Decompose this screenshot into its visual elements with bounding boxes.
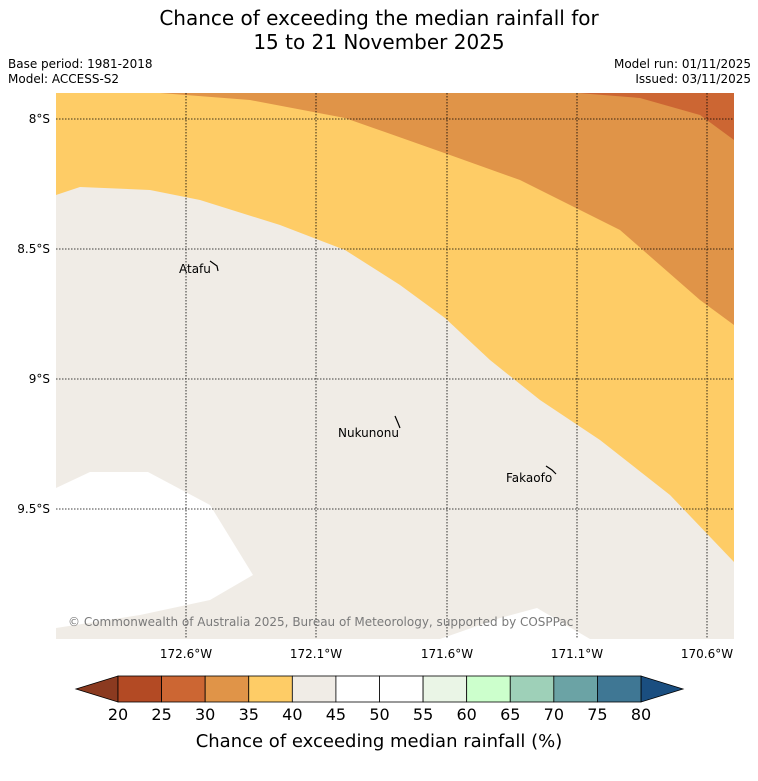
colorbar-cell: [379, 675, 424, 703]
lat-label-8: 8°S: [29, 112, 50, 126]
colorbar-tick-label: 30: [195, 705, 215, 724]
colorbar-under-arrow: [74, 675, 119, 703]
colorbar-over-arrow: [640, 675, 685, 703]
meta-right: Model run: 01/11/2025 Issued: 03/11/2025: [614, 57, 751, 87]
gridlines: [56, 93, 734, 639]
colorbar-cell: [117, 675, 162, 703]
map-panel: Atafu Nukunonu Fakaofo © Commonwealth of…: [56, 93, 734, 639]
title-line-2: 15 to 21 November 2025: [253, 30, 505, 54]
colorbar-tick-label: 65: [500, 705, 520, 724]
colorbar-tick-label: 60: [456, 705, 476, 724]
colorbar-cell: [248, 675, 293, 703]
colorbar-tick-label: 80: [631, 705, 651, 724]
lon-label-171-6: 171.6°W: [421, 647, 473, 661]
model-run: Model run: 01/11/2025: [613, 57, 751, 71]
colorbar-cell: [161, 675, 206, 703]
lon-label-170-6: 170.6°W: [681, 647, 733, 661]
lat-label-8-5: 8.5°S: [17, 242, 50, 256]
colorbar: 20 25 30 35 40 45 50 55 60 65 70 75 80: [74, 675, 685, 724]
chart-title: Chance of exceeding the median rainfall …: [0, 6, 758, 54]
colorbar-tick-label: 20: [108, 705, 128, 724]
place-nukunonu: Nukunonu: [338, 426, 399, 440]
band-25-30: [578, 93, 734, 140]
place-atafu: Atafu: [179, 262, 211, 276]
colorbar-cell: [466, 675, 511, 703]
colorbar-cell: [335, 675, 380, 703]
lon-label-171-1: 171.1°W: [551, 647, 603, 661]
colorbar-title: Chance of exceeding median rainfall (%): [196, 731, 563, 752]
title-line-1: Chance of exceeding the median rainfall …: [159, 6, 599, 30]
lat-label-9-5: 9.5°S: [17, 502, 50, 516]
colorbar-tick-label: 45: [326, 705, 346, 724]
atafu-atoll: [209, 260, 219, 272]
colorbar-cell: [291, 675, 337, 703]
nukunonu-atoll: [394, 415, 401, 429]
colorbar-cell: [553, 675, 598, 703]
colorbar-tick-label: 50: [369, 705, 389, 724]
band-45-50-south: [440, 608, 590, 639]
band-30-35: [160, 93, 734, 325]
colorbar-tick-label: 35: [239, 705, 259, 724]
base-period: Base period: 1981-2018: [8, 57, 153, 71]
fakaofo-atoll: [545, 465, 557, 475]
colorbar-tick-label: 75: [587, 705, 607, 724]
colorbar-cell: [422, 675, 468, 703]
meta-left: Base period: 1981-2018 Model: ACCESS-S2: [8, 57, 153, 87]
model-name: Model: ACCESS-S2: [8, 72, 120, 86]
colorbar-tick-label: 40: [282, 705, 302, 724]
colorbar-tick-label: 55: [413, 705, 433, 724]
band-40-45: [56, 187, 734, 639]
lon-label-172-1: 172.1°W: [290, 647, 342, 661]
issued-date: Issued: 03/11/2025: [635, 72, 751, 86]
colorbar-tick-label: 25: [151, 705, 171, 724]
colorbar-cell: [597, 675, 642, 703]
colorbar-cell: [509, 675, 555, 703]
colorbar-cell: [204, 675, 250, 703]
place-fakaofo: Fakaofo: [506, 471, 552, 485]
colorbar-tick-label: 70: [544, 705, 564, 724]
lon-label-172-6: 172.6°W: [160, 647, 212, 661]
copyright-notice: © Commonwealth of Australia 2025, Bureau…: [68, 615, 573, 629]
band-45-50: [56, 472, 253, 628]
lat-label-9: 9°S: [29, 372, 50, 386]
